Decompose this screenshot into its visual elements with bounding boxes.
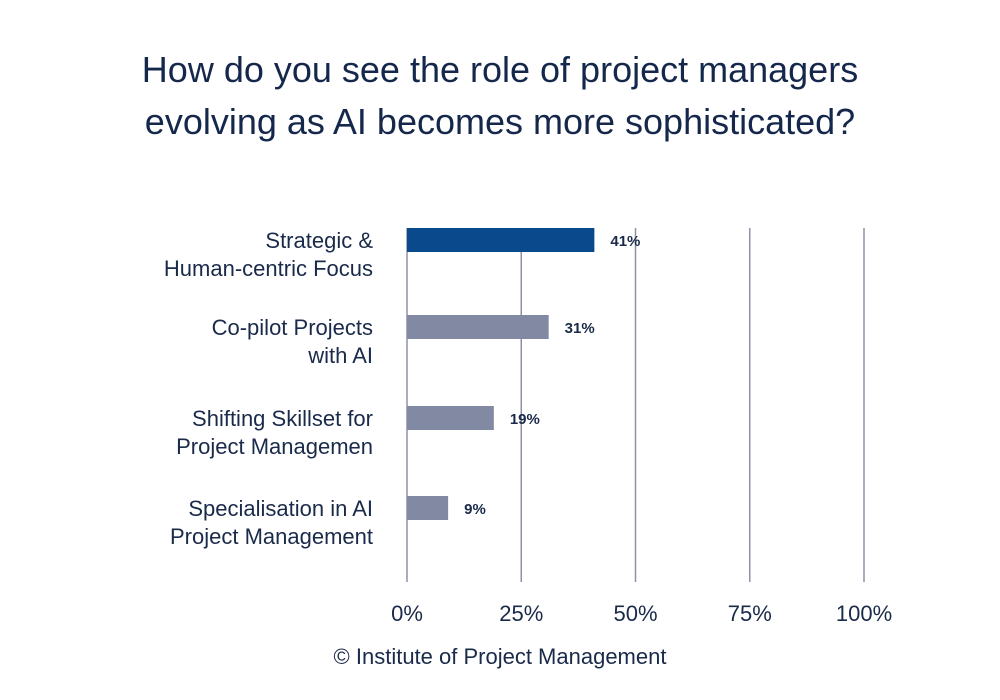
- chart-title: How do you see the role of project manag…: [0, 44, 1000, 148]
- category-label: Co-pilot Projects: [212, 315, 373, 340]
- chart-title-line-1: How do you see the role of project manag…: [141, 49, 859, 90]
- x-tick-label: 50%: [613, 601, 657, 626]
- x-tick-label: 100%: [836, 601, 892, 626]
- category-label: Strategic &: [265, 228, 373, 253]
- x-tick-label: 0%: [391, 601, 423, 626]
- category-label: Project Managemen: [176, 434, 373, 459]
- bar-value-label: 41%: [610, 233, 640, 250]
- bars: [407, 228, 595, 520]
- x-tick-label: 75%: [728, 601, 772, 626]
- category-label: Shifting Skillset for: [192, 406, 373, 431]
- bar: [407, 315, 549, 339]
- bar-value-label: 9%: [464, 501, 486, 518]
- bar-value-label: 31%: [565, 320, 595, 337]
- category-label: Project Management: [170, 524, 373, 549]
- category-label: Specialisation in AI: [188, 496, 373, 521]
- chart-title-line-2: evolving as AI becomes more sophisticate…: [144, 101, 856, 142]
- category-label: with AI: [307, 343, 373, 368]
- bar: [407, 228, 595, 252]
- labels: 0% 25% 50% 75% 100% 41% Strategic & Human-centr…: [164, 228, 892, 626]
- gridlines: [406, 228, 865, 582]
- bar: [407, 496, 449, 520]
- bar: [407, 406, 494, 430]
- x-tick-label: 25%: [499, 601, 543, 626]
- copyright-footer: © Institute of Project Management: [333, 644, 667, 669]
- bar-value-label: 19%: [510, 411, 540, 428]
- category-label: Human-centric Focus: [164, 256, 373, 281]
